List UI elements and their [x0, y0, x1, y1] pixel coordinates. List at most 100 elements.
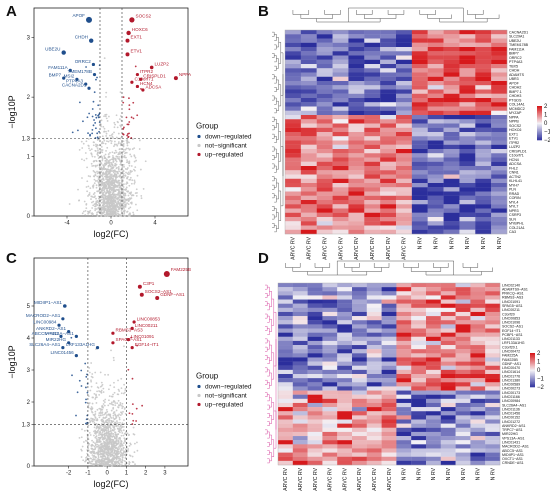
- heatmap-cell: [491, 30, 508, 35]
- heatmap-cell: [440, 324, 456, 329]
- heatmap-cell: [278, 299, 293, 304]
- heatmap-cell: [322, 316, 338, 321]
- data-point: [90, 445, 93, 447]
- row-dendrogram-branch: [276, 79, 279, 90]
- heatmap-cell: [337, 398, 353, 404]
- data-point: [122, 148, 125, 151]
- heatmap-cell: [396, 419, 412, 424]
- data-point: [99, 412, 102, 414]
- data-point: [104, 451, 107, 454]
- labeled-point: [135, 72, 139, 77]
- data-point: [117, 165, 120, 168]
- data-point: [124, 148, 127, 151]
- heatmap-cell: [426, 320, 441, 325]
- data-point: [85, 459, 87, 462]
- labeled-point: [91, 62, 95, 67]
- row-dendrogram-branch: [265, 392, 268, 397]
- data-point: [118, 199, 121, 202]
- heatmap-cell: [316, 212, 333, 218]
- column-label: ARVC RV: [322, 236, 328, 259]
- point-label: LINC01456: [51, 350, 75, 355]
- data-point: [125, 186, 128, 189]
- heatmap-cell: [411, 411, 427, 416]
- row-dendrogram-branch: [265, 326, 268, 331]
- heatmap-cell: [332, 110, 349, 116]
- heatmap-cell: [443, 68, 460, 73]
- point-label: SLC26A4−AS1: [29, 342, 60, 347]
- heatmap-cell: [475, 174, 492, 179]
- heatmap-cell: [285, 98, 302, 103]
- heatmap-cell: [459, 140, 476, 145]
- heatmap-cell: [426, 460, 441, 466]
- heatmap-cell: [307, 295, 323, 300]
- data-point: [107, 414, 110, 416]
- heatmap-cell: [459, 195, 476, 201]
- data-point: [103, 157, 106, 160]
- data-point: [102, 459, 105, 462]
- heatmap-cell: [459, 144, 476, 150]
- data-point: [144, 160, 147, 163]
- colorbar-segment: [530, 375, 535, 378]
- point-label: LINC00211: [135, 323, 158, 328]
- data-point: [136, 114, 139, 117]
- heatmap-cell: [427, 174, 444, 179]
- heatmap-cell: [470, 287, 486, 292]
- data-point: [92, 100, 95, 103]
- heatmap-cell: [300, 157, 317, 162]
- data-point: [130, 137, 133, 139]
- row-label: NPR3: [509, 209, 519, 213]
- heatmap-cell: [485, 402, 501, 408]
- colorbar-segment: [537, 125, 542, 127]
- heatmap-cell: [427, 98, 444, 103]
- heatmap-cell: [491, 55, 508, 60]
- heatmap-cell: [337, 456, 353, 462]
- row-dendrogram-branch: [265, 313, 268, 319]
- heatmap-cell: [426, 369, 441, 375]
- heatmap-cell: [475, 204, 492, 209]
- heatmap-cell: [426, 382, 441, 387]
- heatmap-cell: [459, 132, 476, 137]
- heatmap-cell: [292, 365, 308, 371]
- dendrogram-branch: [410, 267, 442, 272]
- heatmap-cell: [352, 283, 367, 288]
- heatmap-cell: [475, 132, 492, 137]
- heatmap-cell: [459, 55, 476, 60]
- heatmap-cell: [307, 407, 323, 412]
- heatmap-cell: [292, 374, 308, 379]
- labeled-point: [129, 17, 135, 23]
- legend-swatch: [197, 402, 201, 407]
- heatmap-cell: [292, 460, 308, 466]
- heatmap-cell: [292, 407, 308, 412]
- data-point: [119, 163, 122, 166]
- heatmap-cell: [475, 136, 492, 141]
- data-point: [89, 187, 92, 190]
- heatmap-cell: [491, 51, 508, 56]
- heatmap-cell: [316, 127, 333, 133]
- data-point: [100, 142, 103, 145]
- heatmap-cell: [459, 123, 476, 128]
- data-point: [88, 402, 90, 405]
- colorbar-segment: [530, 358, 535, 361]
- data-point: [106, 439, 108, 442]
- heatmap-cell: [348, 191, 365, 196]
- heatmap-cell: [491, 187, 508, 192]
- heatmap-cell: [337, 444, 353, 449]
- heatmap-cell: [426, 353, 441, 358]
- heatmap-cell: [352, 390, 367, 395]
- heatmap-cell: [300, 170, 317, 175]
- data-point: [109, 199, 112, 202]
- heatmap-cell: [396, 110, 413, 116]
- labeled-point: [126, 30, 131, 36]
- data-point: [114, 178, 117, 181]
- heatmap-cell: [411, 119, 428, 124]
- data-point: [88, 367, 91, 369]
- heatmap-cell: [381, 407, 397, 412]
- heatmap-cell: [443, 204, 460, 209]
- data-point: [112, 171, 115, 174]
- data-point: [118, 404, 121, 407]
- heatmap-cell: [485, 456, 501, 462]
- data-point: [116, 166, 118, 169]
- data-point: [83, 159, 86, 162]
- data-point: [95, 116, 98, 119]
- data-point: [90, 198, 92, 200]
